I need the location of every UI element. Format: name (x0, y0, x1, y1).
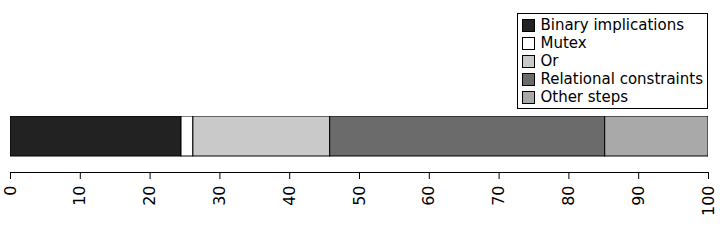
svg-text:60: 60 (419, 186, 438, 206)
svg-text:30: 30 (210, 186, 229, 206)
svg-text:100: 100 (699, 186, 718, 217)
html-text:Binary implications: Binary implications (540, 16, 684, 34)
svg-text:40: 40 (280, 186, 299, 206)
svg-text:0: 0 (1, 186, 20, 196)
svg-text:10: 10 (70, 186, 89, 206)
html-text:Mutex: Mutex (540, 34, 587, 52)
svg-text:50: 50 (350, 186, 369, 206)
svg-text:90: 90 (629, 186, 648, 206)
html-text:Relational constraints: Relational constraints (540, 70, 703, 88)
svg-text:20: 20 (140, 186, 159, 206)
html-text:Other steps: Other steps (540, 88, 629, 106)
html-text:Or: Or (540, 52, 559, 70)
svg-text:80: 80 (559, 186, 578, 206)
svg-text:70: 70 (489, 186, 508, 206)
